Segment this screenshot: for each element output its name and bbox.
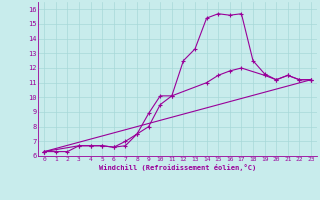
X-axis label: Windchill (Refroidissement éolien,°C): Windchill (Refroidissement éolien,°C) — [99, 164, 256, 171]
